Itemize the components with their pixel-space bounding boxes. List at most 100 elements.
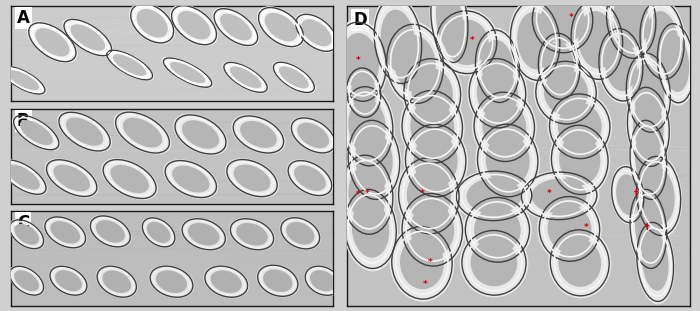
Ellipse shape [643, 167, 675, 225]
Ellipse shape [616, 174, 639, 215]
Ellipse shape [635, 200, 661, 258]
Ellipse shape [662, 35, 689, 92]
Ellipse shape [148, 265, 195, 298]
Ellipse shape [14, 270, 39, 291]
Ellipse shape [544, 70, 588, 115]
Ellipse shape [66, 118, 103, 146]
Ellipse shape [304, 265, 342, 296]
Ellipse shape [400, 191, 465, 269]
Ellipse shape [240, 121, 276, 148]
Ellipse shape [102, 158, 158, 200]
Ellipse shape [14, 224, 39, 245]
Text: †: † [634, 189, 638, 198]
Text: *: * [419, 189, 424, 198]
Ellipse shape [45, 158, 99, 198]
Ellipse shape [102, 270, 131, 293]
Ellipse shape [482, 102, 526, 152]
Ellipse shape [372, 0, 424, 87]
Ellipse shape [509, 0, 561, 83]
Ellipse shape [53, 165, 90, 192]
Ellipse shape [181, 218, 227, 251]
Ellipse shape [470, 239, 517, 286]
Ellipse shape [211, 270, 241, 293]
Ellipse shape [234, 165, 270, 192]
Ellipse shape [163, 159, 218, 199]
Ellipse shape [20, 120, 52, 145]
Ellipse shape [294, 13, 339, 53]
Ellipse shape [474, 27, 521, 105]
Ellipse shape [412, 68, 453, 118]
Ellipse shape [96, 265, 138, 298]
Ellipse shape [182, 120, 219, 149]
Ellipse shape [351, 75, 376, 111]
Ellipse shape [257, 6, 305, 48]
Ellipse shape [286, 222, 314, 245]
Ellipse shape [467, 178, 522, 214]
Ellipse shape [550, 123, 610, 197]
Ellipse shape [629, 118, 668, 202]
Ellipse shape [279, 217, 321, 250]
Ellipse shape [636, 220, 675, 304]
Ellipse shape [540, 0, 584, 44]
Ellipse shape [352, 200, 389, 258]
Ellipse shape [230, 67, 261, 88]
Ellipse shape [50, 221, 80, 244]
Ellipse shape [290, 117, 337, 154]
Ellipse shape [8, 265, 45, 296]
Ellipse shape [256, 264, 300, 297]
Ellipse shape [8, 219, 45, 250]
Ellipse shape [407, 168, 451, 224]
Ellipse shape [384, 21, 446, 106]
Text: *: * [569, 13, 573, 22]
Ellipse shape [474, 206, 521, 253]
Text: *: * [584, 223, 589, 232]
Ellipse shape [396, 155, 461, 237]
Text: C: C [17, 214, 29, 232]
Ellipse shape [178, 11, 211, 39]
Ellipse shape [0, 159, 48, 196]
Ellipse shape [340, 84, 395, 169]
Text: *: * [469, 36, 474, 45]
Ellipse shape [349, 166, 386, 224]
Ellipse shape [147, 222, 171, 243]
Ellipse shape [172, 165, 209, 193]
Ellipse shape [62, 18, 113, 57]
Ellipse shape [381, 10, 415, 72]
Ellipse shape [156, 270, 187, 293]
Ellipse shape [136, 9, 168, 38]
Ellipse shape [532, 179, 587, 213]
Ellipse shape [482, 40, 513, 93]
Ellipse shape [279, 66, 309, 88]
Ellipse shape [220, 14, 252, 40]
Ellipse shape [635, 131, 661, 189]
Ellipse shape [569, 0, 624, 82]
Ellipse shape [113, 111, 172, 155]
Ellipse shape [71, 24, 105, 51]
Ellipse shape [559, 239, 601, 287]
Ellipse shape [349, 98, 386, 155]
Ellipse shape [130, 2, 175, 44]
Ellipse shape [162, 57, 214, 88]
Ellipse shape [343, 187, 398, 271]
Ellipse shape [265, 13, 298, 41]
Ellipse shape [463, 195, 532, 265]
Ellipse shape [302, 19, 331, 46]
Ellipse shape [111, 165, 149, 193]
Ellipse shape [444, 19, 489, 65]
Ellipse shape [346, 118, 402, 202]
Ellipse shape [548, 227, 611, 298]
Ellipse shape [12, 114, 60, 151]
Ellipse shape [613, 0, 649, 48]
Ellipse shape [578, 11, 615, 69]
Text: *: * [423, 280, 428, 289]
Ellipse shape [537, 194, 602, 264]
Ellipse shape [35, 28, 69, 56]
Ellipse shape [547, 205, 591, 253]
Ellipse shape [632, 64, 664, 121]
Ellipse shape [170, 4, 218, 46]
Ellipse shape [544, 42, 574, 90]
Ellipse shape [436, 0, 463, 51]
Ellipse shape [434, 9, 499, 76]
Ellipse shape [537, 31, 582, 102]
Ellipse shape [403, 122, 468, 199]
